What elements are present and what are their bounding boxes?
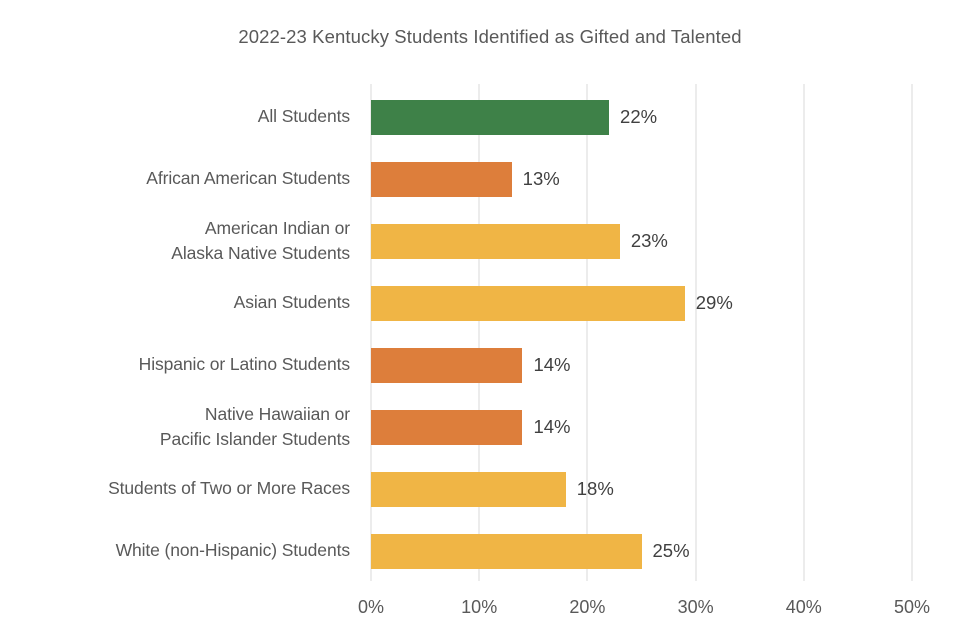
gridline	[586, 84, 588, 581]
category-label: Asian Students	[233, 292, 350, 313]
category-label: White (non-Hispanic) Students	[115, 540, 351, 561]
plot-area: All Students 22% African American Students…	[0, 84, 980, 581]
x-axis-tick-label: 20%	[569, 597, 606, 617]
gridline	[478, 84, 480, 581]
bar	[371, 409, 523, 445]
category-label: American Indian or Alaska Native Student…	[171, 217, 350, 263]
value-label: 29%	[695, 292, 733, 313]
bar-row: Students of Two or More Races 18%	[0, 458, 980, 520]
category-label: Native Hawaiian or Pacific Islander Stud…	[159, 403, 350, 449]
bar-track: 23%	[371, 210, 912, 272]
value-label: 23%	[630, 230, 668, 251]
gridline	[370, 84, 372, 581]
bar	[371, 533, 642, 569]
bar	[371, 161, 512, 197]
gridline	[803, 84, 805, 581]
bar-track: 14%	[371, 334, 912, 396]
bar	[371, 223, 620, 259]
chart-title: 2022-23 Kentucky Students Identified as …	[238, 26, 742, 47]
bar-track: 29%	[371, 272, 912, 334]
category-label: All Students	[257, 106, 350, 127]
bar-track: 22%	[371, 86, 912, 148]
x-axis: 0% 10% 20% 30% 40% 50%	[358, 597, 930, 627]
bar	[371, 347, 523, 383]
bar-row: White (non-Hispanic) Students 25%	[0, 520, 980, 582]
bar-row: Native Hawaiian or Pacific Islander Stud…	[0, 396, 980, 458]
value-label: 13%	[522, 168, 560, 189]
x-axis-tick-label: 30%	[677, 597, 714, 617]
bar-row: All Students 22%	[0, 86, 980, 148]
category-label: Hispanic or Latino Students	[138, 354, 350, 375]
x-axis-tick-label: 50%	[893, 597, 931, 617]
category-label: African American Students	[146, 168, 350, 189]
bar-track: 18%	[371, 458, 912, 520]
gridlines	[370, 84, 913, 581]
gridline	[695, 84, 697, 581]
bar-track: 14%	[371, 396, 912, 458]
bar-row: American Indian or Alaska Native Student…	[0, 210, 980, 272]
x-axis-tick-label: 10%	[461, 597, 498, 617]
value-label: 18%	[576, 478, 614, 499]
value-label: 25%	[652, 540, 690, 561]
x-axis-tick-label: 40%	[785, 597, 822, 617]
value-label: 22%	[620, 106, 658, 127]
bar-row: Hispanic or Latino Students 14%	[0, 334, 980, 396]
value-label: 14%	[533, 416, 571, 437]
gridline	[911, 84, 913, 581]
bar	[371, 285, 685, 321]
bar	[371, 471, 566, 507]
bar-rows: All Students 22% African American Students…	[0, 86, 980, 582]
bar	[371, 99, 610, 135]
bar-track: 25%	[371, 520, 912, 582]
bar-track: 13%	[371, 148, 912, 210]
category-label: Students of Two or More Races	[108, 478, 350, 499]
x-axis-tick-label: 0%	[357, 597, 385, 617]
bar-row: African American Students 13%	[0, 148, 980, 210]
bar-row: Asian Students 29%	[0, 272, 980, 334]
value-label: 14%	[533, 354, 571, 375]
